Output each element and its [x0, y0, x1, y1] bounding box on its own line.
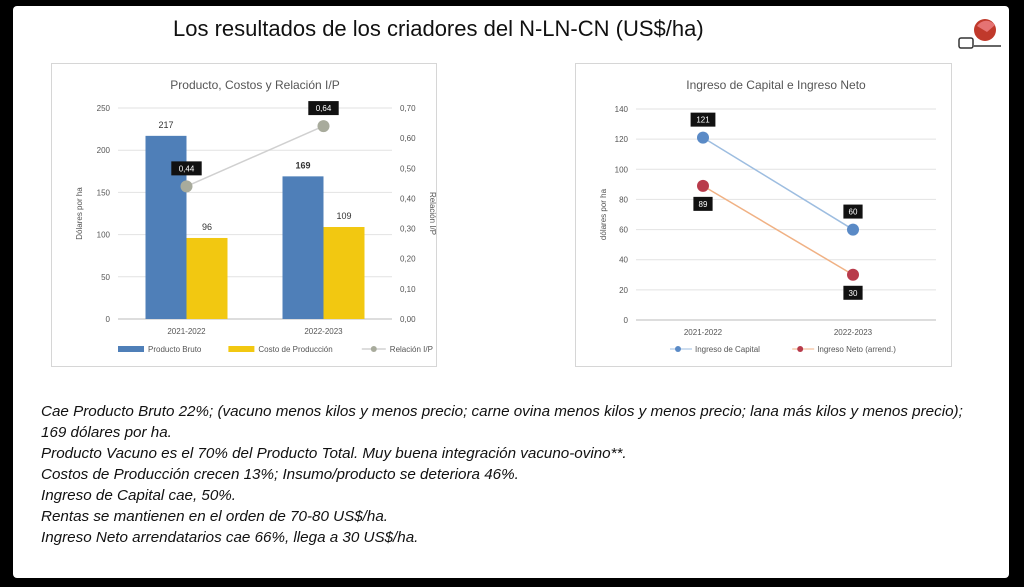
y-tick-label: 0	[106, 315, 111, 324]
legend-label: Relación I/P	[390, 345, 433, 354]
bar-chart-panel: Producto, Costos y Relación I/P 0 50 100 150…	[51, 63, 437, 367]
note-4: Ingreso de Capital cae, 50%.	[41, 487, 237, 504]
series-line-ingreso-neto	[702, 185, 854, 276]
point-ingreso-capital	[697, 131, 709, 144]
line-chart-panel: Ingreso de Capital e Ingreso Neto 0 20 40 60…	[575, 63, 952, 367]
legend-label: Ingreso Neto (arrend.)	[817, 345, 896, 354]
y-tick-label: 80	[619, 195, 628, 204]
point-ingreso-neto	[697, 179, 709, 192]
chart-title: Ingreso de Capital e Ingreso Neto	[686, 78, 866, 92]
slide: Los resultados de los criadores del N-LN…	[13, 6, 1009, 578]
y2-tick-label: 0,50	[400, 164, 416, 173]
legend-marker	[675, 346, 681, 352]
y-axis-label: Dólares por ha	[75, 187, 84, 240]
y2-tick-label: 0,30	[400, 225, 416, 234]
y-tick-label: 120	[615, 135, 629, 144]
legend-marker	[370, 346, 377, 352]
y2-tick-label: 0,00	[400, 315, 416, 324]
y-tick-label: 100	[615, 165, 629, 174]
note-6: Ingreso Neto arrendatarios cae 66%, lleg…	[41, 529, 419, 546]
notes: Cae Producto Bruto 22%; (vacuno menos ki…	[41, 401, 981, 548]
chart-title: Producto, Costos y Relación I/P	[170, 78, 339, 92]
legend-swatch	[228, 346, 255, 352]
x-tick-label: 2021-2022	[167, 327, 206, 336]
note-1: Cae Producto Bruto 22%; (vacuno menos ki…	[41, 403, 963, 441]
point-data-label: 0,44	[179, 164, 195, 173]
y-tick-label: 200	[97, 146, 111, 155]
y-tick-label: 20	[619, 286, 628, 295]
point-relacion	[180, 180, 193, 193]
point-data-label: 121	[696, 116, 710, 125]
legend-label: Producto Bruto	[148, 345, 202, 354]
point-data-label: 89	[699, 200, 708, 209]
note-2: Producto Vacuno es el 70% del Producto T…	[41, 445, 627, 462]
y2-tick-label: 0,20	[400, 255, 416, 264]
bar-data-label: 169	[295, 160, 310, 170]
y-tick-label: 0	[624, 316, 629, 325]
point-ingreso-capital	[847, 223, 859, 236]
note-3: Costos de Producción crecen 13%; Insumo/…	[41, 466, 519, 483]
bar-data-label: 217	[158, 120, 173, 130]
y2-axis-label: Relación I/P	[428, 192, 436, 235]
y-axis-label: dólares por ha	[599, 188, 608, 240]
logo-icon	[958, 19, 1001, 49]
series-line-ingreso-capital	[702, 136, 854, 231]
point-data-label-bg	[171, 161, 202, 176]
y2-tick-label: 0,40	[400, 194, 416, 203]
legend-marker	[797, 346, 804, 352]
bar-producto-bruto	[282, 176, 324, 319]
slide-title: Los resultados de los criadores del N-LN…	[173, 16, 704, 41]
series-line-relacion	[186, 125, 324, 188]
bar-chart: Producto, Costos y Relación I/P 0 50 100 150…	[75, 78, 436, 354]
point-data-label-bg	[308, 101, 339, 116]
y-tick-label: 150	[97, 188, 111, 197]
point-ingreso-neto	[847, 268, 859, 281]
y-tick-label: 250	[97, 104, 111, 113]
point-relacion	[317, 120, 330, 133]
line-chart: Ingreso de Capital e Ingreso Neto 0 20 40 60…	[599, 78, 936, 354]
y2-tick-label: 0,10	[400, 285, 416, 294]
bar-costo-produccion	[186, 237, 228, 319]
point-data-label: 60	[849, 208, 858, 217]
legend-label: Costo de Producción	[258, 345, 332, 354]
x-tick-label: 2022-2023	[834, 328, 873, 337]
point-data-label-bg	[843, 285, 863, 300]
point-data-label: 0,64	[316, 104, 332, 113]
y2-tick-label: 0,70	[400, 104, 416, 113]
x-tick-label: 2022-2023	[304, 327, 343, 336]
legend-label: Ingreso de Capital	[695, 345, 760, 354]
point-data-label-bg	[690, 112, 716, 127]
y-tick-label: 50	[101, 273, 110, 282]
y2-tick-label: 0,60	[400, 134, 416, 143]
point-data-label-bg	[693, 196, 713, 211]
point-data-label: 30	[849, 289, 858, 298]
bar-data-label: 96	[202, 222, 212, 232]
bar-data-label: 109	[336, 211, 351, 221]
y-tick-label: 60	[619, 226, 628, 235]
note-5: Rentas se mantienen en el orden de 70-80…	[41, 508, 389, 525]
bar-costo-produccion	[323, 227, 365, 319]
point-data-label-bg	[843, 204, 863, 219]
legend-swatch	[118, 346, 144, 352]
y-tick-label: 100	[97, 231, 111, 240]
x-tick-label: 2021-2022	[684, 328, 723, 337]
y-tick-label: 140	[615, 105, 629, 114]
y-tick-label: 40	[619, 256, 628, 265]
